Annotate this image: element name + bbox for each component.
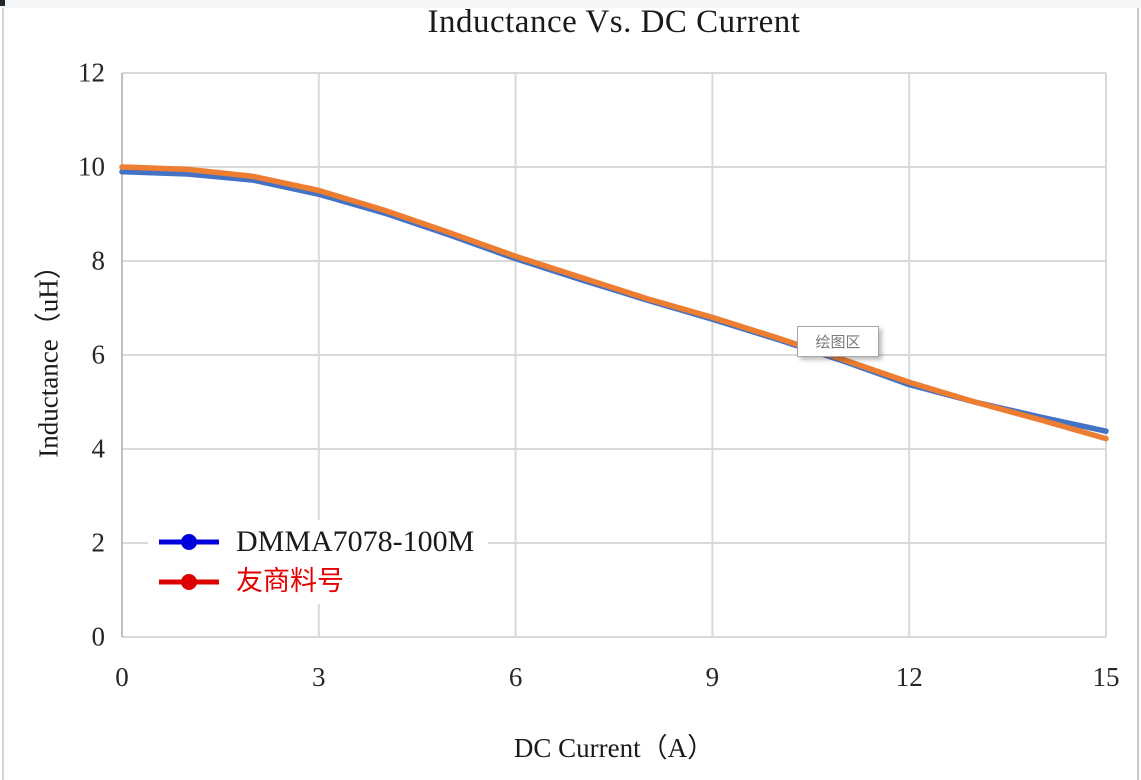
x-tick-label-15: 15 (1092, 662, 1120, 692)
legend-label-dmma7078-100m: DMMA7078-100M (236, 525, 475, 558)
legend-label-competitor-part: 友商料号 (236, 565, 344, 597)
x-tick-label-6: 6 (508, 662, 523, 692)
x-tick-label-9: 9 (705, 662, 720, 692)
series-1-marker-icon (159, 533, 219, 550)
legend-item-competitor-part[interactable]: 友商料号 (158, 565, 474, 597)
series-2-marker-icon (159, 573, 219, 590)
series-line-0[interactable] (119, 168, 1109, 434)
y-tick-label-8: 8 (91, 245, 106, 276)
x-tick-label-3: 3 (312, 662, 326, 692)
y-tick-label-4: 4 (91, 433, 106, 464)
right-border (1137, 8, 1139, 780)
legend[interactable]: DMMA7078-100M 友商料号 (148, 520, 489, 604)
y-axis-title: Inductance（uH） (33, 252, 64, 458)
plot-area-tooltip: 绘图区 (797, 326, 879, 357)
y-tick-label-2: 2 (91, 527, 106, 558)
corner-mark (0, 0, 5, 6)
series-line-1[interactable] (119, 164, 1109, 442)
y-tick-label-10: 10 (78, 151, 105, 182)
legend-item-dmma7078-100m[interactable]: DMMA7078-100M (158, 526, 474, 558)
left-border (2, 8, 4, 780)
chart-title: Inductance Vs. DC Current (427, 4, 801, 40)
window-top-strip (0, 0, 1141, 8)
y-tick-label-12: 12 (78, 57, 105, 88)
x-tick-label-0: 0 (115, 662, 129, 692)
tooltip-text: 绘图区 (815, 333, 861, 351)
y-tick-label-0: 0 (91, 621, 106, 652)
y-tick-label-6: 6 (91, 339, 106, 370)
x-tick-label-12: 12 (895, 662, 923, 692)
x-axis-title: DC Current（A） (513, 733, 715, 763)
